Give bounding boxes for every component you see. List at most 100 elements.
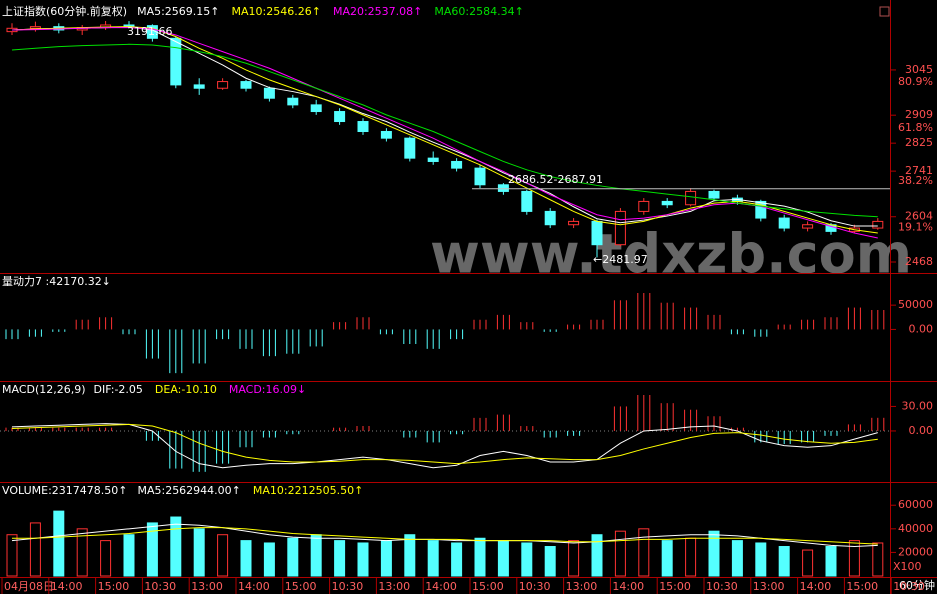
candle-body — [497, 184, 509, 192]
volume-bar — [544, 546, 556, 577]
x-tick-label: 15:00 — [846, 580, 878, 593]
y-tick-label: 60000 — [898, 498, 933, 511]
candle-body — [170, 37, 182, 86]
candle-body — [568, 220, 580, 226]
volume-bar — [614, 530, 626, 577]
volume-bar — [76, 528, 88, 577]
candle-body — [802, 224, 814, 229]
y-tick-label: 0.00 — [909, 322, 934, 335]
x-tick-label: 10:30 — [332, 580, 364, 593]
candle-body — [404, 137, 416, 159]
volume-bar — [263, 542, 275, 577]
volume-bar — [404, 534, 416, 577]
candle-body — [521, 190, 533, 212]
candle-body — [217, 81, 229, 89]
x-tick-label: 10:30 — [519, 580, 551, 593]
candle-body — [451, 160, 463, 169]
volume-bar — [123, 534, 135, 577]
annotation: 3191.66 — [127, 25, 173, 38]
volume-bar — [474, 537, 486, 577]
x-tick-label: 15:00 — [98, 580, 130, 593]
unit-label: X100 — [893, 560, 922, 573]
fib-label: 19.1% — [898, 220, 933, 233]
y-tick-label: 30.00 — [902, 399, 934, 412]
y-tick-label: 20000 — [898, 545, 933, 558]
x-tick-label: 10:30 — [893, 580, 925, 593]
fib-label: 80.9% — [898, 75, 933, 88]
legend-entry: MA5:2569.15↑ — [137, 5, 219, 18]
panel-title: 上证指数(60分钟.前复权) — [2, 4, 127, 18]
volume-bar — [334, 540, 346, 577]
volume-bar — [29, 522, 41, 577]
fib-label: 61.8% — [898, 121, 933, 134]
period-label: 60分钟 — [899, 578, 935, 592]
volume-bar — [848, 540, 860, 577]
watermark: www.tdxzb.com — [430, 223, 912, 286]
legend-entry: DIF:-2.05 — [94, 383, 143, 396]
volume-bar — [380, 540, 392, 577]
panel-title: 量动力7 :42170.32↓ — [2, 275, 111, 288]
y-tick-label: 50000 — [898, 298, 933, 311]
x-tick-label: 15:00 — [659, 580, 691, 593]
volume-bar — [731, 540, 743, 577]
window-icon[interactable] — [879, 6, 890, 17]
candle-body — [708, 190, 720, 199]
panel-title: MACD(12,26,9) — [2, 383, 86, 396]
legend-entry: MA5:2562944.00↑ — [137, 484, 240, 497]
y-tick-label: 0.00 — [909, 424, 934, 437]
candle-body — [380, 131, 392, 139]
volume-bar — [217, 534, 229, 577]
x-tick-label: 10:30 — [706, 580, 738, 593]
candle-body — [193, 84, 205, 89]
annotation: ←2481.97 — [593, 253, 648, 266]
x-tick-label: 13:00 — [753, 580, 785, 593]
candle-body — [474, 167, 486, 186]
legend-entry: MA60:2584.34↑ — [434, 5, 523, 18]
x-tick-label: 14:00 — [51, 580, 83, 593]
volume-bar — [240, 540, 252, 577]
candle-body — [778, 217, 790, 229]
ma-line — [11, 423, 878, 469]
ma-line — [11, 423, 878, 465]
volume-bar — [802, 549, 814, 577]
ma-line — [12, 527, 878, 545]
candle-body — [872, 220, 884, 229]
x-tick-label: 13:00 — [566, 580, 598, 593]
x-tick-label: 14:00 — [238, 580, 270, 593]
x-tick-label: 15:00 — [285, 580, 317, 593]
legend-entry: MA20:2537.08↑ — [333, 5, 422, 18]
volume-bar — [53, 510, 65, 577]
candle-body — [357, 121, 369, 133]
candle-body — [29, 26, 41, 29]
candle-body — [661, 200, 673, 206]
x-tick-label: 15:00 — [472, 580, 504, 593]
candle-body — [591, 220, 603, 246]
volume-bar — [591, 534, 603, 577]
legend-entry: MA10:2212505.50↑ — [253, 484, 363, 497]
legend-entry: DEA:-10.10 — [155, 383, 217, 396]
volume-bar — [310, 534, 322, 577]
fib-label: 38.2% — [898, 174, 933, 187]
x-tick-label: 04月08日 — [4, 580, 54, 593]
volume-bar — [872, 542, 884, 577]
ma-line — [11, 523, 878, 548]
volume-bar — [661, 540, 673, 577]
ma-line — [11, 26, 878, 227]
y-tick-label: 2604 — [905, 210, 933, 223]
volume-bar — [638, 528, 650, 577]
y-tick-label: 3045 — [905, 63, 933, 76]
volume-bar — [146, 522, 158, 577]
x-tick-label: 10:30 — [144, 580, 176, 593]
volume-bar — [100, 540, 112, 577]
y-tick-label: 2741 — [905, 164, 933, 177]
candle-body — [123, 24, 135, 27]
y-tick-label: 2468 — [905, 255, 933, 268]
volume-bar — [193, 528, 205, 577]
volume-bar — [778, 546, 790, 577]
candle-body — [638, 200, 650, 212]
volume-bar — [287, 537, 299, 577]
volume-bar — [6, 534, 18, 577]
candle-body — [287, 97, 299, 106]
volume-bar — [708, 530, 720, 577]
